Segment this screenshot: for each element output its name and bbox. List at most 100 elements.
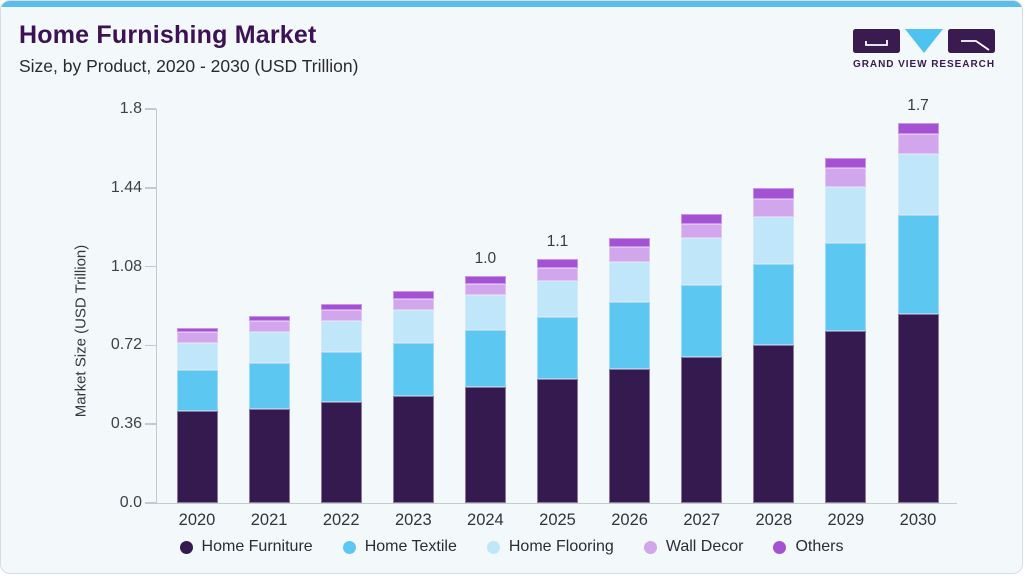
bar-segment-others: [753, 187, 795, 199]
y-tick-label: 1.8: [119, 100, 142, 117]
x-tick-label: 2029: [827, 511, 865, 529]
bar-segment-home-furniture: [464, 387, 506, 503]
bar-segment-home-textile: [753, 264, 795, 346]
bar-segment-home-textile: [537, 316, 578, 380]
bar-segment-others: [464, 276, 506, 285]
bar-segment-home-furniture: [609, 369, 651, 503]
grand-view-research-logo: GRAND VIEW RESEARCH: [852, 28, 1002, 77]
x-tick-label: 2021: [250, 511, 288, 529]
bar-segment-home-textile: [248, 362, 290, 409]
bar-segment-others: [681, 214, 723, 224]
legend-item-home-furniture: Home Furniture: [179, 538, 313, 556]
bar-segment-home-flooring: [609, 262, 651, 302]
y-axis-tick: [145, 502, 156, 504]
legend-dot-icon: [486, 540, 500, 554]
x-tick-label: 2030: [899, 511, 937, 529]
bar-segment-wall-decor: [681, 223, 723, 239]
bar-segment-home-flooring: [753, 217, 795, 265]
legend-dot-icon: [179, 540, 193, 554]
bar-segment-others: [825, 158, 867, 169]
chart-subtitle: Size, by Product, 2020 - 2030 (USD Trill…: [19, 56, 359, 76]
bar-segment-wall-decor: [897, 134, 939, 154]
bar-segment-home-furniture: [825, 331, 867, 503]
legend-dot-icon: [773, 540, 787, 554]
legend-label: Home Textile: [364, 538, 457, 555]
bar-segment-others: [609, 238, 651, 247]
bar-2024: [464, 276, 506, 503]
bar-segment-others: [176, 327, 218, 333]
plot-area: Market Size (USD Trillion) 0.0 0.36 0.72 1.…: [73, 97, 957, 529]
bar-segment-home-textile: [825, 242, 867, 332]
bar-segment-home-flooring: [825, 186, 867, 243]
legend-dot-icon: [643, 540, 657, 554]
bar-segment-wall-decor: [609, 246, 651, 263]
y-axis-tick: [145, 108, 156, 110]
bar-2028: [753, 187, 795, 503]
bar-segment-home-flooring: [681, 238, 723, 286]
bar-2022: [320, 303, 362, 503]
bar-segment-home-furniture: [537, 379, 578, 503]
bar-segment-others: [320, 303, 362, 311]
bar-2030: [897, 123, 939, 503]
x-tick-label: 2022: [322, 511, 360, 529]
bar-segment-home-flooring: [248, 332, 290, 363]
bar-2025: [537, 258, 578, 503]
legend-item-home-textile: Home Textile: [342, 538, 457, 556]
bar-segment-home-furniture: [392, 395, 434, 503]
x-tick-label: 2020: [178, 511, 216, 529]
bar-segment-wall-decor: [176, 332, 218, 344]
bar-segment-home-textile: [897, 215, 939, 314]
bar-segment-home-furniture: [248, 408, 290, 503]
bar-segment-home-textile: [609, 301, 651, 370]
bar-segment-home-flooring: [537, 280, 578, 317]
bar-2027: [681, 214, 723, 503]
chart-title: Home Furnishing Market: [19, 21, 317, 49]
y-tick-label: 0.36: [110, 415, 142, 433]
bar-segment-home-textile: [464, 330, 506, 387]
y-tick-label: 0.72: [110, 336, 142, 354]
legend-item-others: Others: [773, 538, 843, 556]
x-tick-label: 2024: [467, 511, 504, 529]
legend-label: Home Furniture: [201, 538, 313, 555]
x-tick-label: 2027: [683, 511, 721, 529]
bar-segment-wall-decor: [464, 284, 506, 296]
bar-total-label: 1.7: [907, 97, 929, 115]
legend-item-home-flooring: Home Flooring: [486, 538, 614, 556]
bar-segment-home-textile: [681, 285, 723, 358]
top-accent-strip: [1, 1, 1022, 7]
legend-dot-icon: [342, 540, 356, 554]
bar-segment-wall-decor: [320, 310, 362, 322]
bar-segment-others: [537, 258, 578, 268]
bar-segment-wall-decor: [753, 198, 795, 218]
bar-segment-home-furniture: [753, 345, 795, 503]
x-tick-label: 2023: [394, 511, 432, 529]
bar-segment-home-flooring: [897, 153, 939, 216]
x-tick-label: 2025: [539, 511, 576, 529]
bar-2026: [609, 238, 651, 503]
y-axis-tick: [145, 423, 156, 425]
bar-segment-wall-decor: [392, 299, 434, 311]
bar-segment-home-furniture: [176, 411, 218, 503]
bar-segment-home-flooring: [176, 343, 218, 370]
bar-segment-home-textile: [320, 351, 362, 403]
bar-segment-wall-decor: [825, 168, 867, 187]
bar-segment-home-flooring: [320, 321, 362, 352]
legend-label: Home Flooring: [508, 538, 614, 555]
legend-label: Wall Decor: [665, 538, 744, 555]
bar-segment-others: [897, 123, 939, 135]
x-tick-label: 2026: [611, 511, 648, 529]
y-tick-label: 1.44: [110, 178, 142, 196]
bar-2029: [825, 158, 867, 503]
bar-segment-home-flooring: [464, 295, 506, 331]
bar-total-label: 1.1: [546, 232, 569, 250]
bar-segment-wall-decor: [537, 267, 578, 281]
bar-segment-home-flooring: [392, 310, 434, 344]
legend-label: Others: [795, 538, 844, 555]
bar-segment-home-textile: [176, 369, 218, 412]
legend-item-wall-decor: Wall Decor: [643, 538, 744, 556]
bar-2020: [176, 327, 218, 503]
bar-segment-home-furniture: [320, 402, 362, 503]
y-axis-tick: [145, 187, 156, 189]
